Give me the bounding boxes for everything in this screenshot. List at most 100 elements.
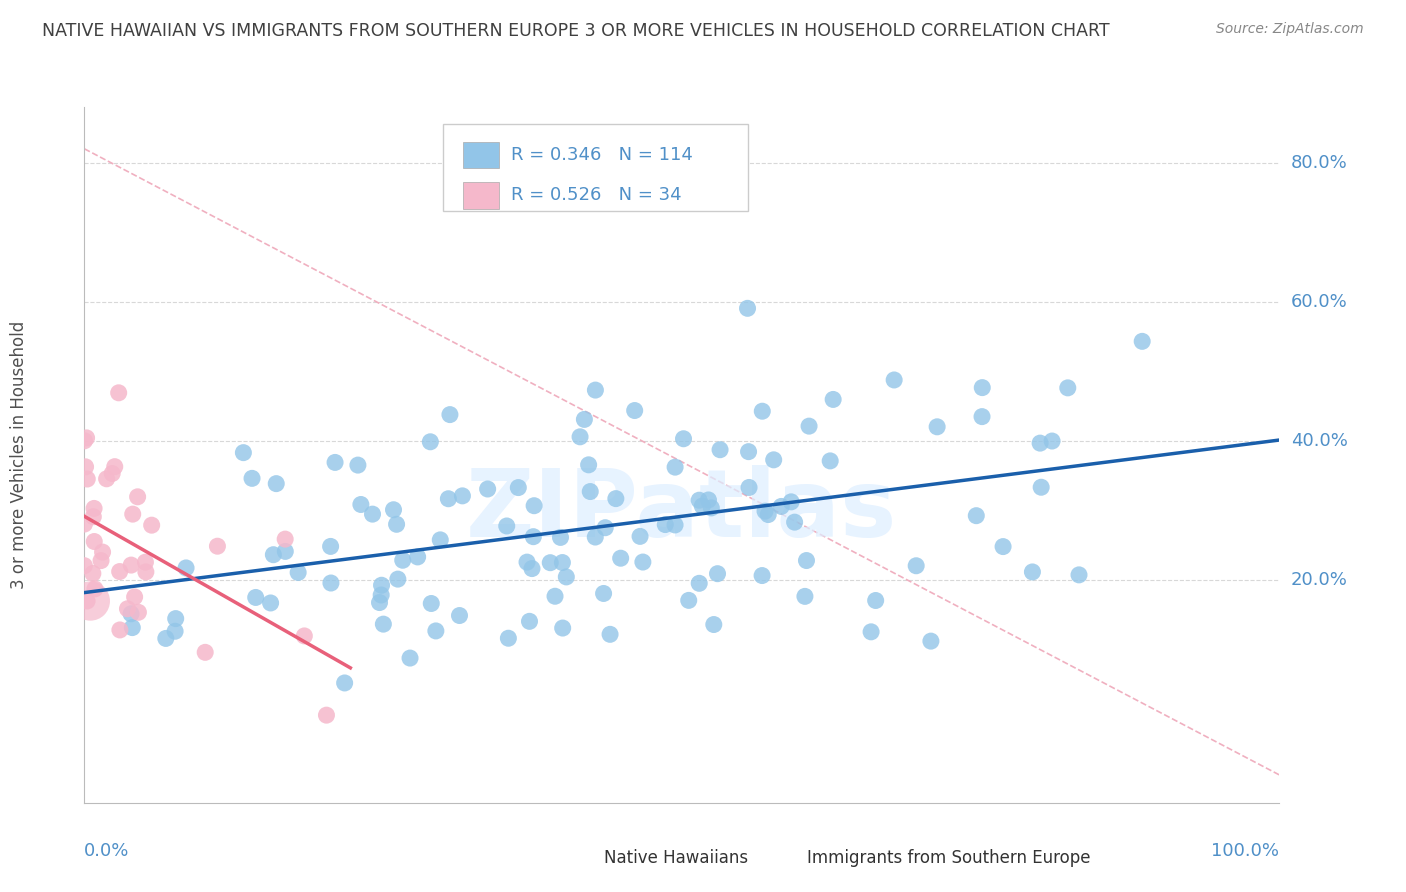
Point [82,509,104,524]
Point [991,540,1014,554]
Text: 60.0%: 60.0% [1291,293,1347,310]
FancyBboxPatch shape [443,124,748,211]
Point [1067,567,1090,582]
Point [373,617,395,632]
Point [104,459,127,474]
Point [79,594,101,608]
Point [420,597,443,611]
Point [700,500,723,515]
Point [323,455,346,469]
Point [737,444,759,458]
Point [578,458,600,472]
FancyBboxPatch shape [463,142,499,169]
Point [583,530,606,544]
Point [264,476,287,491]
Point [370,578,392,592]
Point [522,530,544,544]
Point [83,501,105,516]
Point [75,459,97,474]
Point [399,651,422,665]
Point [818,454,841,468]
Point [579,484,602,499]
Point [90,553,112,567]
Point [127,490,149,504]
Point [1130,334,1153,349]
Point [165,624,187,639]
Point [770,500,793,514]
Point [419,434,441,449]
Point [108,565,131,579]
Point [107,385,129,400]
Point [550,530,572,544]
Point [783,515,806,529]
Point [823,392,845,407]
Point [385,517,408,532]
Point [688,493,710,508]
Point [569,430,592,444]
Point [609,551,631,566]
Point [134,555,156,569]
Point [259,596,281,610]
Point [449,608,471,623]
Text: R = 0.346   N = 114: R = 0.346 N = 114 [510,146,693,164]
Point [574,412,596,426]
Point [91,545,114,559]
Point [654,517,676,532]
Point [1056,381,1078,395]
Point [495,519,517,533]
FancyBboxPatch shape [765,848,799,868]
Point [796,553,818,567]
Point [262,548,284,562]
Point [83,534,105,549]
Point [756,508,779,522]
Point [551,621,574,635]
Point [523,499,546,513]
Point [127,605,149,619]
Point [406,549,429,564]
Point [583,383,606,397]
Point [387,572,409,586]
Point [429,533,451,547]
Point [623,403,645,417]
Point [120,607,142,621]
Point [688,576,710,591]
Point [477,482,499,496]
Point [631,555,654,569]
Point [797,419,820,434]
Text: Immigrants from Southern Europe: Immigrants from Southern Europe [807,849,1091,867]
Text: 3 or more Vehicles in Household: 3 or more Vehicles in Household [10,321,28,589]
Point [520,561,543,575]
Point [83,582,105,596]
Point [76,594,98,608]
Text: R = 0.526   N = 34: R = 0.526 N = 34 [510,186,682,204]
Point [120,558,142,573]
Point [240,471,263,485]
Point [690,499,713,513]
Point [82,566,104,581]
Point [592,586,614,600]
Point [73,434,96,448]
Point [508,481,530,495]
Point [361,507,384,521]
Point [1031,480,1053,494]
Text: ZIPatlas: ZIPatlas [467,465,897,557]
Point [703,617,725,632]
Point [1021,565,1043,579]
Point [165,611,187,625]
Point [117,601,139,615]
Point [593,521,616,535]
Point [76,431,98,445]
Point [883,373,905,387]
Point [124,590,146,604]
Point [780,495,803,509]
Point [439,408,461,422]
Point [121,507,143,521]
Point [1029,436,1052,450]
Point [697,492,720,507]
Point [664,460,686,475]
Point [751,568,773,582]
Point [793,590,815,604]
Point [274,532,297,546]
Point [538,556,561,570]
Point [319,576,342,591]
